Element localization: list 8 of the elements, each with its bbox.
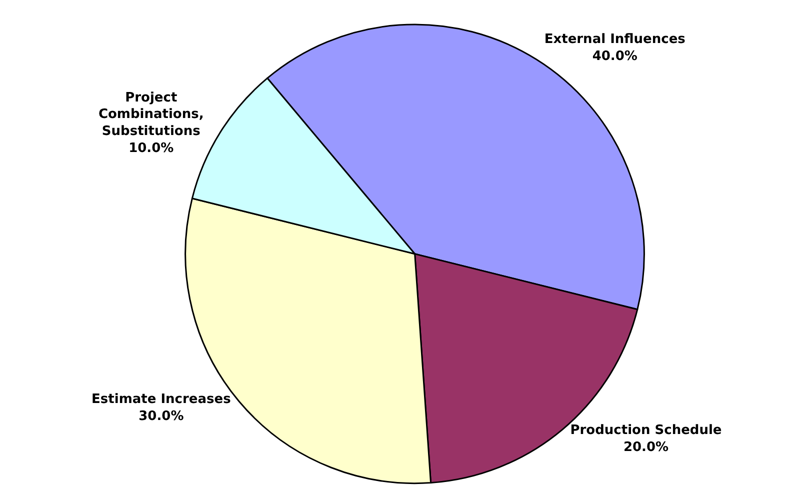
data-label: 30.0% [138,408,184,424]
slice-label: Project Combinations, Substitutions [98,90,204,140]
data-label: 40.0% [592,48,638,64]
slice-label: External Influences [544,32,686,47]
slice-label: Production Schedule [570,423,722,438]
data-label: 10.0% [128,140,174,156]
data-label: 20.0% [623,440,669,455]
slice-label: Estimate Increases [92,392,232,408]
